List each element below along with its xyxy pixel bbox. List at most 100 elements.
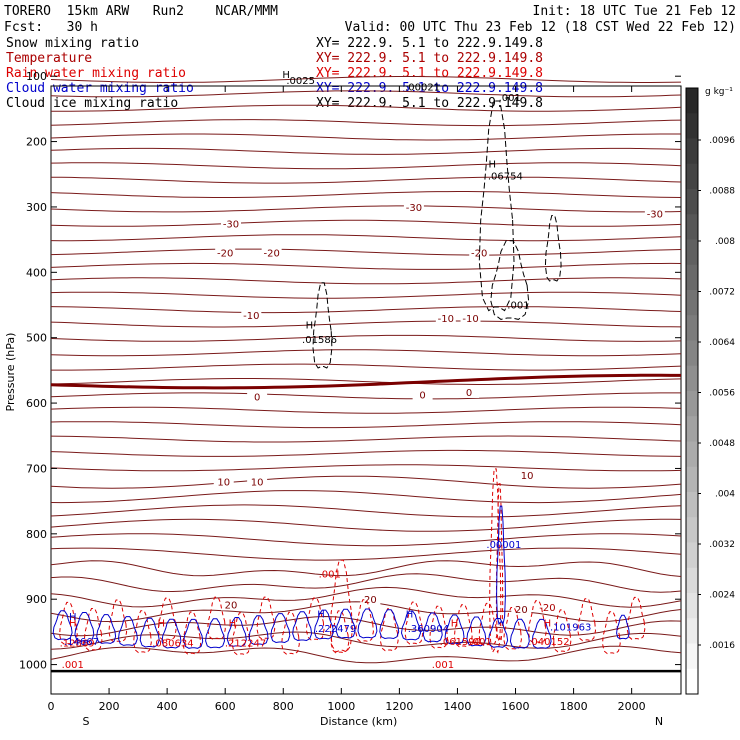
temperature-isotherm <box>50 262 682 270</box>
temperature-isotherm <box>50 219 682 227</box>
temperature-isotherm <box>50 162 682 170</box>
legend-entry: Rain water mixing ratio <box>6 66 186 81</box>
contour-annotation: .001 <box>432 660 454 671</box>
temperature-isotherm <box>50 234 682 242</box>
colorbar-frame <box>685 87 699 695</box>
legend-cross-section: XY= 222.9. 5.1 to 222.9.149.8 <box>316 36 543 51</box>
contour-annotation: .001 <box>507 300 529 311</box>
colorbar-segment <box>686 264 698 291</box>
colorbar-segment <box>686 618 698 644</box>
y-tick-label: 100 <box>26 70 47 83</box>
snow-contour <box>490 240 530 320</box>
colorbar-segment <box>686 643 698 670</box>
temperature-isotherm <box>50 586 682 608</box>
colorbar-tick-label: .0064 <box>709 338 735 348</box>
y-tick-label: 400 <box>26 266 47 279</box>
isotherm-label: -10 <box>243 311 259 322</box>
contour-annotation: .0025 <box>286 76 315 87</box>
contour-annotation: .222479 <box>315 624 356 635</box>
isotherm-label-bg <box>517 468 538 481</box>
contour-annotation: .14667 <box>64 637 99 648</box>
y-tick-label: 200 <box>26 136 47 149</box>
colorbar-segment <box>686 441 698 468</box>
colorbar-segment <box>686 416 698 442</box>
y-tick-label: 900 <box>26 593 47 606</box>
rain-contour <box>601 611 621 655</box>
contour-annotation: H <box>451 619 459 630</box>
cloud-water-contour <box>183 618 204 649</box>
temperature-isotherm <box>50 573 682 593</box>
temperature-isotherm <box>50 631 682 650</box>
colorbar-tick-label: .0024 <box>709 591 735 601</box>
cloud-water-contour <box>226 617 247 647</box>
temperature-isotherm <box>50 133 681 141</box>
y-tick-label: 300 <box>26 201 47 214</box>
y-tick-label: 800 <box>26 528 47 541</box>
rain-contour <box>488 468 502 654</box>
colorbar-segment <box>686 365 698 392</box>
cloud-water-contour <box>400 610 422 641</box>
isotherm-label-bg <box>412 388 433 401</box>
temperature-isotherm <box>50 533 682 547</box>
run-title: TORERO 15km ARW Run2 NCAR/MMM <box>4 4 278 19</box>
forecast-hour: Fcst: 30 h <box>4 20 98 35</box>
temperature-isotherm <box>50 490 682 504</box>
cloud-water-contour <box>531 618 552 649</box>
cloud-water-contour <box>444 614 465 645</box>
colorbar-tick-label: .0032 <box>709 540 735 550</box>
isotherm-label-bg <box>215 246 236 259</box>
contour-annotation: -20 <box>539 603 555 614</box>
isotherm-label-bg <box>221 598 241 611</box>
cloud-water-contour <box>270 613 291 644</box>
cloud-water-contour <box>313 609 334 640</box>
isotherm-label: -20 <box>217 249 233 260</box>
temperature-isotherm <box>50 392 681 400</box>
contour-annotation: .00001 <box>486 540 521 551</box>
valid-time: Valid: 00 UTC Thu 23 Feb 12 (18 CST Wed … <box>345 20 736 35</box>
contour-annotation: .00021 <box>405 83 440 94</box>
isotherm-label-bg <box>644 207 665 220</box>
contour-annotation: .001 <box>470 637 492 648</box>
isotherm-label-bg <box>403 200 424 213</box>
rain-contour <box>379 608 399 652</box>
colorbar-tick-label: .0048 <box>709 439 735 449</box>
cloud-water-contour <box>422 612 443 643</box>
x-tick-label: 200 <box>99 700 120 713</box>
colorbar-segment <box>686 466 698 493</box>
contour-annotation: .01586 <box>302 335 337 346</box>
contour-annotation: H <box>229 619 237 630</box>
temperature-isotherm <box>50 615 682 637</box>
y-tick-label: 1000 <box>19 659 47 672</box>
temperature-isotherm <box>50 406 682 414</box>
colorbar-segment <box>686 88 698 114</box>
colorbar-segment <box>686 189 698 215</box>
contour-annotation: H <box>282 70 290 81</box>
cloud-water-contour <box>509 618 530 649</box>
isotherm-label: 10 <box>521 471 534 482</box>
cloud-water-contour <box>96 614 117 644</box>
temperature-isotherm <box>50 306 682 314</box>
contour-annotation: .06754 <box>488 171 523 182</box>
colorbar-segment <box>686 290 698 316</box>
colorbar-segment <box>686 315 698 341</box>
contour-annotation: .001 <box>319 570 341 581</box>
x-tick-label: 0 <box>48 700 55 713</box>
temperature-isotherm <box>50 378 682 385</box>
temperature-isotherm <box>50 191 682 198</box>
temperature-isotherm <box>50 176 682 184</box>
contour-annotation: H <box>69 612 77 623</box>
cloud-water-contour <box>488 618 509 648</box>
cloud-water-contour <box>205 618 226 649</box>
temperature-isotherm <box>50 421 682 429</box>
snow-contour <box>544 215 562 282</box>
isotherm-label-bg <box>247 475 268 488</box>
colorbar-tick-label: .0096 <box>709 136 735 146</box>
colorbar: .0096 .0088 .008 .0072 .0064 .0056 .0048 .004 .0… <box>685 87 735 695</box>
left-endpoint-label: S <box>83 715 90 728</box>
isotherm-label: 10 <box>217 478 230 489</box>
colorbar-segment <box>686 542 698 569</box>
contour-annotation: .080634 <box>152 638 193 649</box>
cloud-water-contour <box>292 611 313 642</box>
rain-contour <box>329 559 353 653</box>
